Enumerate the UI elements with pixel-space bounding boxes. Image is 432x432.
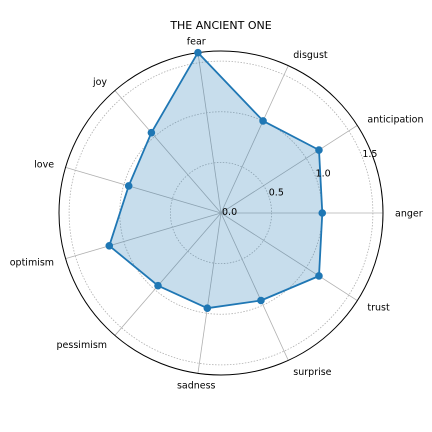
- r-tick-label: 1.0: [316, 168, 331, 179]
- r-tick-label: 0.0: [222, 207, 237, 218]
- category-label-fear: fear: [187, 36, 206, 47]
- polar-frame: [58, 50, 384, 376]
- spoke-optimism: [65, 212, 222, 260]
- category-label-pessimism: pessimism: [57, 340, 108, 351]
- spoke-joy: [114, 90, 222, 214]
- r-tick-label: 0.5: [269, 188, 284, 199]
- data-point-pessimism: [154, 281, 162, 290]
- category-label-anticipation: anticipation: [367, 114, 423, 125]
- category-label-sadness: sadness: [177, 381, 216, 392]
- spoke-love: [65, 166, 222, 214]
- data-point-disgust: [259, 117, 267, 125]
- spoke-pessimism: [114, 212, 222, 336]
- category-label-surprise: surprise: [293, 367, 331, 378]
- category-label-trust: trust: [367, 303, 390, 314]
- spoke-disgust: [220, 65, 289, 214]
- chart-title: THE ANCIENT ONE: [169, 19, 271, 32]
- spoke-fear: [197, 52, 222, 214]
- category-label-disgust: disgust: [293, 50, 328, 61]
- category-label-optimism: optimism: [10, 258, 54, 269]
- r-tick-label: 1.5: [362, 149, 377, 160]
- label-layer: 0.0 0.5 1.0 1.5 anger anticipation disgust fear…: [10, 36, 424, 391]
- spoke-trust: [220, 212, 358, 301]
- data-point-joy: [147, 128, 156, 137]
- data-point-fear: [194, 48, 202, 57]
- category-label-joy: joy: [92, 77, 107, 88]
- data-point-surprise: [257, 296, 265, 305]
- series-area: [108, 51, 324, 310]
- spoke-anticipation: [220, 125, 358, 214]
- data-point-trust: [315, 272, 323, 280]
- spoke-surprise: [220, 212, 289, 361]
- data-point-optimism: [105, 242, 114, 250]
- data-layer: [105, 48, 327, 313]
- data-point-anger: [318, 209, 327, 217]
- data-point-anticipation: [315, 146, 323, 154]
- data-point-sadness: [203, 304, 212, 313]
- data-point-love: [124, 182, 133, 190]
- spoke-sadness: [197, 212, 222, 374]
- category-label-love: love: [34, 159, 54, 170]
- category-label-anger: anger: [395, 209, 423, 220]
